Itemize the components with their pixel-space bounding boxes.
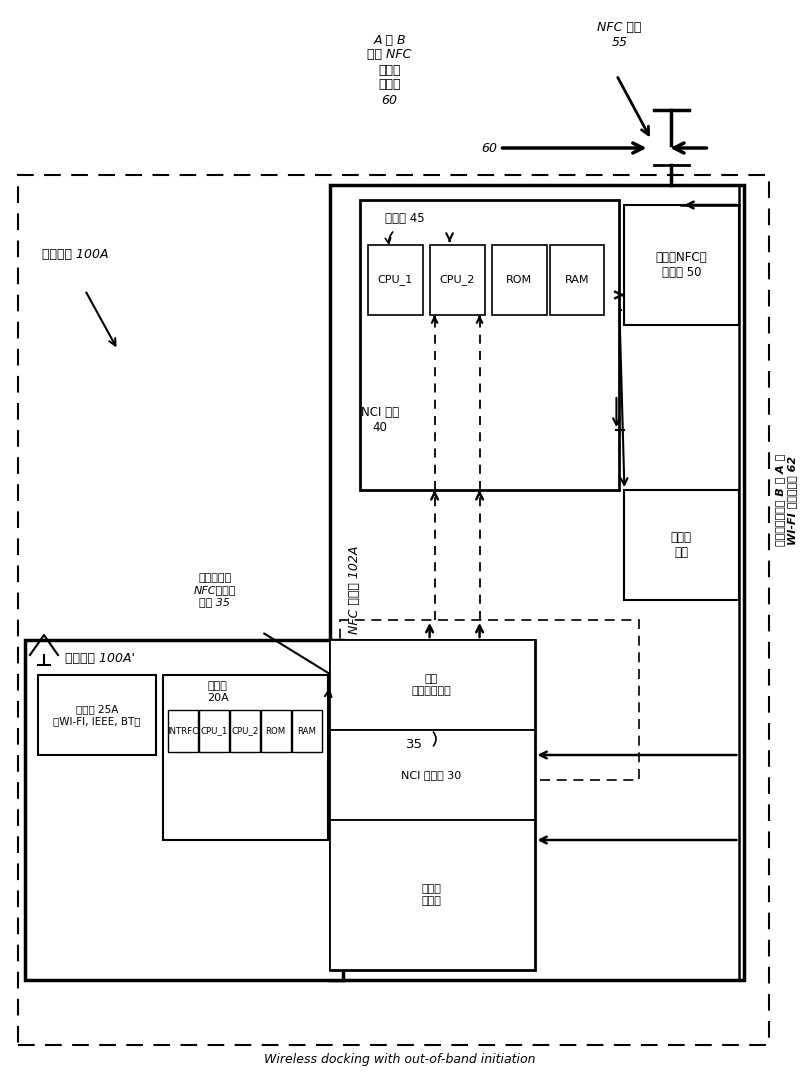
Text: 60: 60 bbox=[482, 141, 498, 154]
Text: 设备主机和
NFC控制器
接口 35: 设备主机和 NFC控制器 接口 35 bbox=[194, 573, 236, 607]
Text: NCI 驱动器 30: NCI 驱动器 30 bbox=[402, 770, 462, 780]
Bar bbox=[330, 730, 534, 820]
Bar bbox=[550, 245, 605, 315]
Text: 35: 35 bbox=[406, 738, 423, 751]
Text: NFC 控制器 102A: NFC 控制器 102A bbox=[348, 545, 361, 634]
Bar bbox=[330, 185, 744, 980]
Text: RAM: RAM bbox=[298, 727, 316, 735]
Text: 移动设备 100A: 移动设备 100A bbox=[42, 249, 108, 262]
Bar bbox=[163, 675, 328, 840]
Bar bbox=[360, 201, 619, 490]
Bar bbox=[340, 620, 639, 780]
Text: 近场（NFC）
无线电 50: 近场（NFC） 无线电 50 bbox=[655, 251, 707, 279]
Bar bbox=[38, 675, 156, 755]
Bar bbox=[18, 175, 770, 1045]
Text: 连接切换选择中 B 到 A 的
WI-FI 设备和证书 62: 连接切换选择中 B 到 A 的 WI-FI 设备和证书 62 bbox=[775, 454, 797, 547]
Text: CPU_2: CPU_2 bbox=[231, 727, 258, 735]
Text: INTRFC: INTRFC bbox=[167, 727, 198, 735]
Bar bbox=[199, 710, 229, 752]
Bar bbox=[25, 640, 342, 980]
Text: 处理器
20A: 处理器 20A bbox=[207, 681, 229, 703]
Bar bbox=[292, 710, 322, 752]
Text: Wireless docking with out-of-band initiation: Wireless docking with out-of-band initia… bbox=[264, 1053, 535, 1066]
Bar bbox=[230, 710, 260, 752]
Bar bbox=[625, 490, 739, 600]
Text: CPU_2: CPU_2 bbox=[439, 275, 474, 286]
Text: A 到 B
动态 NFC
连接切
接请求
60: A 到 B 动态 NFC 连接切 接请求 60 bbox=[367, 33, 412, 107]
Text: 传输层
固件: 传输层 固件 bbox=[671, 531, 692, 559]
Bar bbox=[330, 640, 534, 730]
Text: 高层
驱动器／软件: 高层 驱动器／软件 bbox=[412, 674, 451, 695]
Bar bbox=[168, 710, 198, 752]
Text: 收发器 25A
（WI-FI, IEEE, BT）: 收发器 25A （WI-FI, IEEE, BT） bbox=[53, 704, 141, 725]
Bar bbox=[261, 710, 290, 752]
Bar bbox=[368, 245, 422, 315]
Text: NFC 信号
55: NFC 信号 55 bbox=[598, 20, 642, 49]
Text: NCI 固件
40: NCI 固件 40 bbox=[361, 406, 398, 434]
Text: 传输层
驱动器: 传输层 驱动器 bbox=[422, 884, 442, 906]
Bar bbox=[625, 205, 739, 324]
Text: ROM: ROM bbox=[506, 275, 532, 285]
Text: ROM: ROM bbox=[266, 727, 286, 735]
Bar bbox=[491, 245, 546, 315]
Text: CPU_1: CPU_1 bbox=[378, 275, 413, 286]
Bar bbox=[330, 640, 534, 970]
Text: CPU_1: CPU_1 bbox=[200, 727, 227, 735]
Bar bbox=[430, 245, 485, 315]
Bar bbox=[330, 820, 534, 970]
Text: 设备主机 100A': 设备主机 100A' bbox=[65, 651, 135, 664]
Text: 处理器 45: 处理器 45 bbox=[385, 211, 425, 224]
Text: RAM: RAM bbox=[565, 275, 590, 285]
